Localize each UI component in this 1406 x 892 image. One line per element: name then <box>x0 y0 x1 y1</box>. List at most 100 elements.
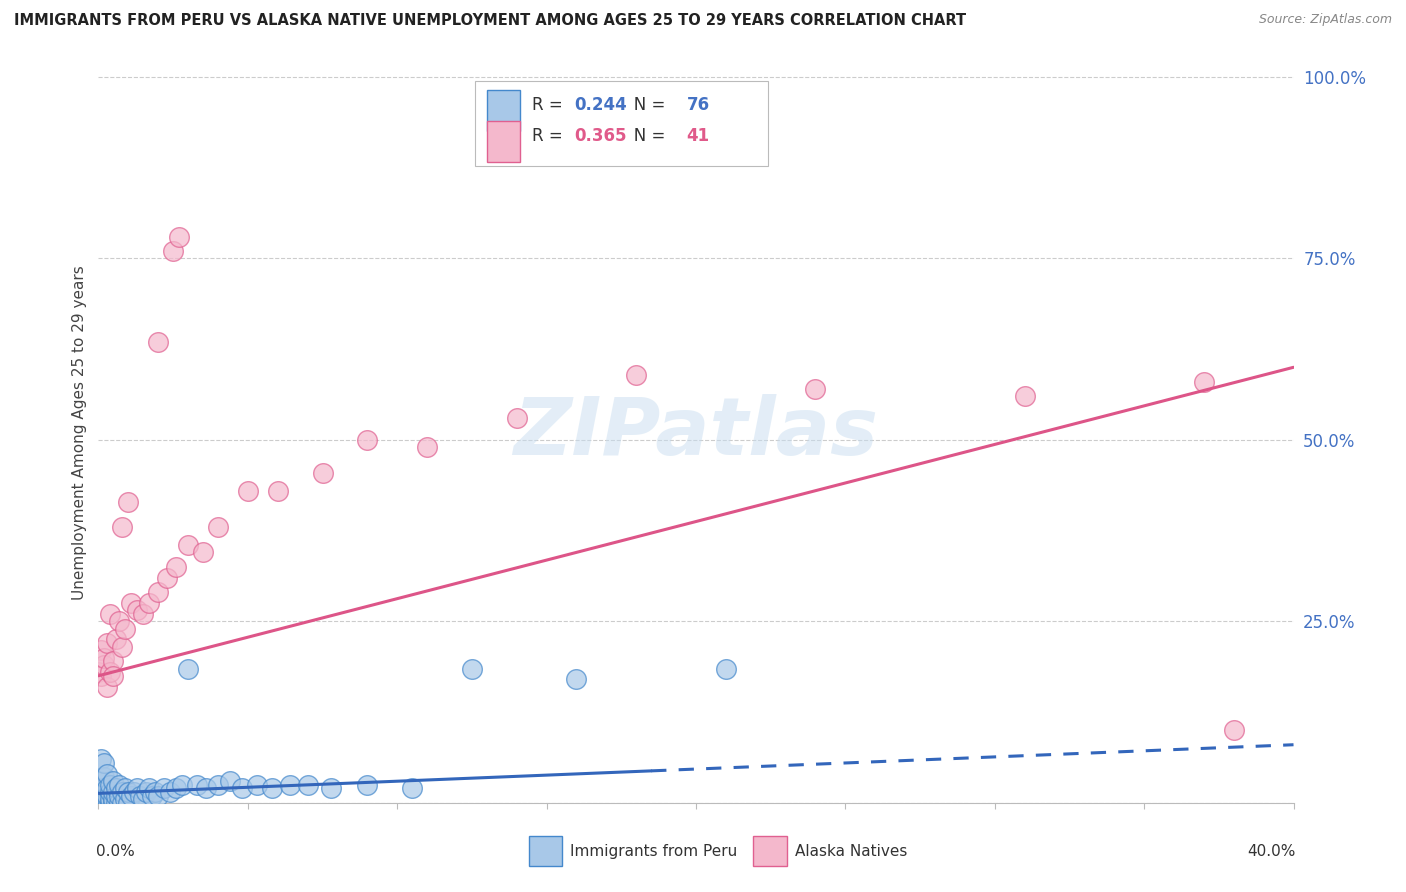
Point <box>565 673 588 687</box>
Point <box>96 796 118 810</box>
Point <box>156 571 179 585</box>
Point <box>804 382 827 396</box>
Point <box>165 781 187 796</box>
Text: ZIPatlas: ZIPatlas <box>513 393 879 472</box>
Text: IMMIGRANTS FROM PERU VS ALASKA NATIVE UNEMPLOYMENT AMONG AGES 25 TO 29 YEARS COR: IMMIGRANTS FROM PERU VS ALASKA NATIVE UN… <box>14 13 966 29</box>
Point <box>105 796 128 810</box>
Point <box>219 774 242 789</box>
Point <box>105 781 128 796</box>
Point <box>120 789 142 803</box>
Bar <box>486 90 520 130</box>
Point <box>1014 389 1036 403</box>
Point <box>93 785 115 799</box>
Point <box>90 792 112 806</box>
Point <box>117 785 139 799</box>
Point <box>260 781 283 796</box>
Y-axis label: Unemployment Among Ages 25 to 29 years: Unemployment Among Ages 25 to 29 years <box>72 265 87 600</box>
Point <box>103 792 125 806</box>
Point <box>98 792 122 806</box>
Point <box>90 669 112 683</box>
Point <box>401 781 423 796</box>
Point <box>461 661 484 675</box>
Point <box>90 643 112 657</box>
Text: Immigrants from Peru: Immigrants from Peru <box>571 844 738 858</box>
Point <box>321 781 343 796</box>
Point <box>135 785 157 799</box>
Point <box>93 792 115 806</box>
Point <box>124 785 146 799</box>
Point <box>103 669 125 683</box>
Point <box>120 596 142 610</box>
Point <box>93 781 115 796</box>
Bar <box>529 836 562 866</box>
Point <box>148 585 170 599</box>
Point <box>96 792 118 806</box>
Point <box>111 640 134 654</box>
Point <box>108 778 131 792</box>
Point <box>108 789 131 803</box>
Point <box>148 789 170 803</box>
Point <box>129 789 152 803</box>
Text: 0.244: 0.244 <box>574 95 627 114</box>
Point <box>127 603 149 617</box>
Point <box>114 622 136 636</box>
Point <box>177 661 200 675</box>
Point <box>167 229 190 244</box>
Point <box>103 654 125 668</box>
Point <box>103 796 125 810</box>
Point <box>127 781 149 796</box>
Text: 76: 76 <box>686 95 710 114</box>
Point <box>90 781 112 796</box>
Text: 41: 41 <box>686 127 710 145</box>
Point <box>93 657 115 672</box>
FancyBboxPatch shape <box>475 81 768 166</box>
Point <box>93 650 115 665</box>
Point <box>297 778 319 792</box>
Point <box>105 632 128 647</box>
Point <box>626 368 648 382</box>
Point <box>416 440 439 454</box>
Point <box>103 785 125 799</box>
Point <box>267 483 290 498</box>
Point <box>143 785 166 799</box>
Point <box>141 789 163 803</box>
Point <box>186 778 208 792</box>
Point <box>93 756 115 770</box>
Point <box>356 778 378 792</box>
Point <box>98 796 122 810</box>
Point <box>506 411 529 425</box>
Point <box>231 781 253 796</box>
Point <box>195 781 218 796</box>
Point <box>114 792 136 806</box>
Text: 40.0%: 40.0% <box>1247 844 1296 858</box>
Point <box>177 538 200 552</box>
Point <box>207 778 229 792</box>
Point <box>98 778 122 792</box>
Point <box>111 785 134 799</box>
Point <box>93 796 115 810</box>
Text: 0.0%: 0.0% <box>96 844 135 858</box>
Point <box>1192 375 1215 389</box>
Point <box>103 774 125 789</box>
Point <box>138 781 160 796</box>
Point <box>111 520 134 534</box>
Point <box>93 796 115 810</box>
Point <box>90 774 112 789</box>
Text: R =: R = <box>533 127 568 145</box>
Point <box>96 766 118 780</box>
Point <box>132 792 155 806</box>
Point <box>87 796 110 810</box>
Point <box>172 778 194 792</box>
Point <box>90 789 112 803</box>
Point <box>165 560 187 574</box>
Point <box>159 785 181 799</box>
Point <box>132 607 155 621</box>
Point <box>714 661 737 675</box>
Point <box>117 796 139 810</box>
Text: Alaska Natives: Alaska Natives <box>796 844 907 858</box>
Point <box>96 789 118 803</box>
Point <box>108 796 131 810</box>
Point <box>87 796 110 810</box>
Point <box>93 771 115 785</box>
Point <box>90 796 112 810</box>
